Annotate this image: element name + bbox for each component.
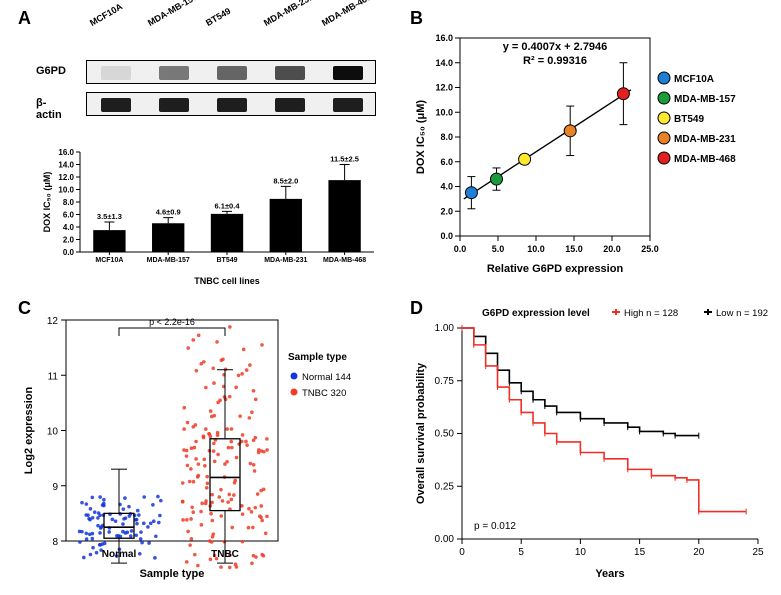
svg-text:0.0: 0.0: [63, 248, 75, 257]
svg-text:MDA-MB-231: MDA-MB-231: [264, 257, 307, 264]
svg-text:4.6±0.9: 4.6±0.9: [156, 208, 181, 217]
svg-text:2.0: 2.0: [63, 236, 75, 245]
panel-d-container: D 0 5 10 15 20 25 0.00 0.25 0.50 0.75 1.00 Years Ove…: [410, 298, 770, 588]
svg-text:MDA-MB-157: MDA-MB-157: [674, 94, 736, 105]
panel-c-boxjitter: 89101112Log2 expressionSample typeNormal…: [18, 298, 388, 583]
svg-text:25: 25: [752, 547, 764, 558]
svg-text:15.0: 15.0: [565, 244, 583, 254]
svg-text:G6PD expression level: G6PD expression level: [482, 308, 590, 319]
svg-text:12.0: 12.0: [58, 173, 74, 182]
svg-text:20.0: 20.0: [603, 244, 621, 254]
svg-text:3.5±1.3: 3.5±1.3: [97, 212, 122, 221]
svg-text:10.0: 10.0: [527, 244, 545, 254]
svg-text:10: 10: [47, 427, 59, 438]
svg-text:Sample type: Sample type: [140, 568, 205, 580]
svg-text:Log2 expression: Log2 expression: [23, 387, 35, 475]
svg-text:1.00: 1.00: [435, 323, 455, 334]
svg-text:16.0: 16.0: [58, 148, 74, 157]
svg-text:4.0: 4.0: [63, 223, 75, 232]
svg-text:DOX IC₅₀ (μM): DOX IC₅₀ (μM): [415, 100, 427, 175]
svg-text:20: 20: [693, 547, 705, 558]
panel-c-container: C 89101112Log2 expressionSample typeNorm…: [18, 298, 388, 588]
svg-text:10.0: 10.0: [435, 107, 453, 117]
svg-text:2.0: 2.0: [440, 206, 453, 216]
svg-text:0.0: 0.0: [454, 244, 467, 254]
svg-text:0.25: 0.25: [435, 481, 455, 492]
svg-text:0.00: 0.00: [435, 534, 455, 545]
svg-text:0.0: 0.0: [440, 231, 453, 241]
svg-text:6.1±0.4: 6.1±0.4: [215, 201, 241, 210]
svg-text:10: 10: [575, 547, 587, 558]
blot-row-name: β-actin: [36, 97, 62, 121]
lane-label: BT549: [204, 6, 232, 28]
svg-text:BT549: BT549: [216, 257, 237, 264]
svg-text:MDA-MB-468: MDA-MB-468: [674, 154, 736, 165]
panel-a-barchart: 0.0 2.0 4.0 6.0 8.0 10.0 12.0 14.0 16.0 DOX IC₅₀ …: [38, 138, 380, 286]
svg-text:Normal: Normal: [102, 549, 137, 560]
svg-text:p < 2.2e-16: p < 2.2e-16: [149, 317, 195, 327]
svg-text:p = 0.012: p = 0.012: [474, 521, 516, 532]
panel-b-label: B: [410, 8, 423, 29]
svg-text:0.75: 0.75: [435, 376, 455, 387]
svg-text:Years: Years: [595, 568, 624, 580]
svg-text:High n = 128: High n = 128: [624, 308, 678, 319]
lane-label: MDA-MB-468: [320, 0, 373, 28]
panel-a-label: A: [18, 8, 31, 29]
svg-text:11: 11: [48, 371, 59, 382]
panel-a-container: A MCF10A MDA-MB-157 BT549 MDA-MB-231 MDA…: [18, 8, 388, 288]
lane-label: MDA-MB-157: [146, 0, 199, 28]
panel-d-km: 0 5 10 15 20 25 0.00 0.25 0.50 0.75 1.00 Years Overa…: [410, 298, 768, 583]
svg-text:16.0: 16.0: [435, 33, 453, 43]
svg-text:TNBC: TNBC: [211, 549, 239, 560]
svg-text:MCF10A: MCF10A: [95, 257, 123, 264]
svg-text:MDA-MB-157: MDA-MB-157: [147, 257, 190, 264]
lane-label: MCF10A: [88, 1, 124, 28]
svg-text:TNBC cell lines: TNBC cell lines: [194, 276, 260, 286]
svg-text:5: 5: [518, 547, 524, 558]
svg-text:Low n = 192: Low n = 192: [716, 308, 768, 319]
svg-text:9: 9: [52, 482, 58, 493]
svg-text:8.0: 8.0: [63, 198, 75, 207]
svg-text:0.50: 0.50: [435, 429, 455, 440]
svg-text:Sample type: Sample type: [288, 352, 347, 363]
svg-text:8.5±2.0: 8.5±2.0: [273, 176, 298, 185]
svg-text:BT549: BT549: [674, 114, 704, 125]
svg-text:6.0: 6.0: [63, 211, 75, 220]
svg-text:DOX IC₅₀ (μM): DOX IC₅₀ (μM): [42, 172, 52, 233]
svg-text:0: 0: [459, 547, 465, 558]
svg-text:Relative G6PD expression: Relative G6PD expression: [487, 263, 624, 275]
blot-row-name: G6PD: [36, 65, 66, 77]
svg-text:TNBC 320: TNBC 320: [302, 388, 346, 399]
svg-text:14.0: 14.0: [58, 161, 74, 170]
svg-text:11.5±2.5: 11.5±2.5: [330, 155, 359, 164]
svg-text:12.0: 12.0: [435, 83, 453, 93]
svg-text:5.0: 5.0: [492, 244, 505, 254]
svg-text:10.0: 10.0: [58, 186, 74, 195]
svg-text:4.0: 4.0: [440, 182, 453, 192]
svg-text:8: 8: [52, 537, 58, 548]
svg-text:25.0: 25.0: [641, 244, 659, 254]
svg-text:14.0: 14.0: [435, 58, 453, 68]
svg-text:MCF10A: MCF10A: [674, 74, 714, 85]
svg-text:R² = 0.99316: R² = 0.99316: [523, 55, 587, 67]
svg-text:MDA-MB-231: MDA-MB-231: [674, 134, 736, 145]
svg-text:MDA-MB-468: MDA-MB-468: [323, 257, 366, 264]
svg-text:Overall survival probability: Overall survival probability: [415, 362, 427, 504]
panel-b-scatter: 0.0 5.0 10.0 15.0 20.0 25.0 0.0 2.0 4.0 6.0 8.0 10.…: [410, 8, 760, 278]
lane-label: MDA-MB-231: [262, 0, 315, 28]
blot-image: [86, 92, 376, 116]
svg-text:Normal 144: Normal 144: [302, 372, 351, 383]
blot-image: [86, 60, 376, 84]
svg-text:12: 12: [47, 316, 59, 327]
panel-b-container: B 0.0 5.0 10.0 15.0 20.0 25.0 0.0 2.0 4.0 6.0 8.0 1…: [410, 8, 760, 288]
svg-text:y = 0.4007x + 2.7946: y = 0.4007x + 2.7946: [503, 41, 608, 53]
svg-text:6.0: 6.0: [440, 157, 453, 167]
panel-c-label: C: [18, 298, 31, 319]
western-lane-labels: MCF10A MDA-MB-157 BT549 MDA-MB-231 MDA-M…: [93, 18, 383, 48]
svg-text:15: 15: [634, 547, 646, 558]
panel-d-label: D: [410, 298, 423, 319]
svg-text:8.0: 8.0: [440, 132, 453, 142]
